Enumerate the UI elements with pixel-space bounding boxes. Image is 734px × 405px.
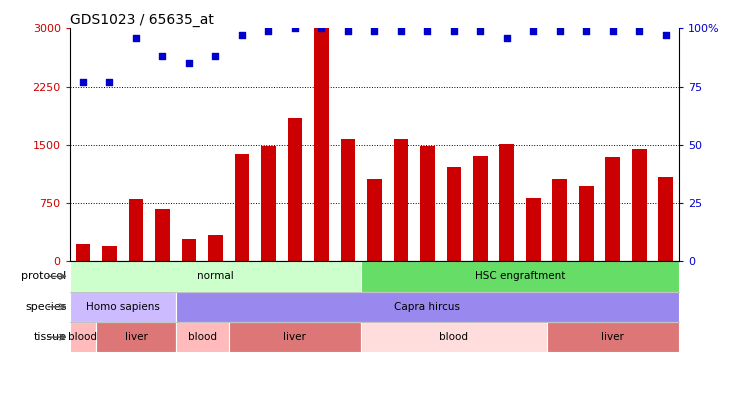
Bar xyxy=(261,145,276,261)
Bar xyxy=(175,292,679,322)
Text: protocol: protocol xyxy=(21,271,67,281)
Point xyxy=(474,28,486,34)
Bar xyxy=(367,179,382,261)
Bar xyxy=(102,246,117,261)
Bar xyxy=(658,177,673,261)
Bar xyxy=(314,28,329,261)
Point xyxy=(236,32,248,38)
Point xyxy=(581,28,592,34)
Text: liver: liver xyxy=(283,332,306,342)
Point xyxy=(633,28,645,34)
Text: species: species xyxy=(25,302,67,312)
Text: blood: blood xyxy=(440,332,468,342)
Point xyxy=(342,28,354,34)
Point xyxy=(77,79,89,85)
Bar xyxy=(96,322,175,352)
Point xyxy=(448,28,459,34)
Bar xyxy=(175,322,229,352)
Bar xyxy=(76,244,90,261)
Point xyxy=(660,32,672,38)
Text: HSC engraftment: HSC engraftment xyxy=(475,271,565,281)
Point xyxy=(316,25,327,32)
Point xyxy=(368,28,380,34)
Bar xyxy=(361,261,679,292)
Point xyxy=(607,28,619,34)
Text: liver: liver xyxy=(125,332,148,342)
Point xyxy=(103,79,115,85)
Point xyxy=(130,34,142,41)
Point xyxy=(395,28,407,34)
Bar xyxy=(235,154,249,261)
Bar xyxy=(361,322,547,352)
Bar xyxy=(632,149,647,261)
Bar xyxy=(500,144,514,261)
Point xyxy=(209,53,221,60)
Point xyxy=(528,28,539,34)
Bar xyxy=(553,179,567,261)
Bar xyxy=(208,235,222,261)
Bar xyxy=(526,198,540,261)
Bar xyxy=(288,118,302,261)
Text: tissue: tissue xyxy=(34,332,67,342)
Point xyxy=(289,25,301,32)
Text: Capra hircus: Capra hircus xyxy=(394,302,460,312)
Text: blood: blood xyxy=(188,332,217,342)
Bar xyxy=(70,322,96,352)
Point xyxy=(156,53,168,60)
Bar xyxy=(70,292,175,322)
Point xyxy=(263,28,275,34)
Point xyxy=(183,60,195,66)
Text: blood: blood xyxy=(68,332,98,342)
Text: liver: liver xyxy=(601,332,624,342)
Bar xyxy=(128,199,143,261)
Bar xyxy=(420,145,435,261)
Bar xyxy=(473,156,487,261)
Bar xyxy=(229,322,361,352)
Bar xyxy=(70,261,361,292)
Point xyxy=(421,28,433,34)
Bar xyxy=(446,166,461,261)
Text: Homo sapiens: Homo sapiens xyxy=(86,302,159,312)
Point xyxy=(501,34,512,41)
Bar xyxy=(181,239,196,261)
Text: normal: normal xyxy=(197,271,234,281)
Bar xyxy=(547,322,679,352)
Bar xyxy=(341,139,355,261)
Bar xyxy=(606,157,620,261)
Bar xyxy=(579,186,594,261)
Bar xyxy=(393,139,408,261)
Point xyxy=(554,28,566,34)
Text: GDS1023 / 65635_at: GDS1023 / 65635_at xyxy=(70,13,214,27)
Bar xyxy=(155,209,170,261)
